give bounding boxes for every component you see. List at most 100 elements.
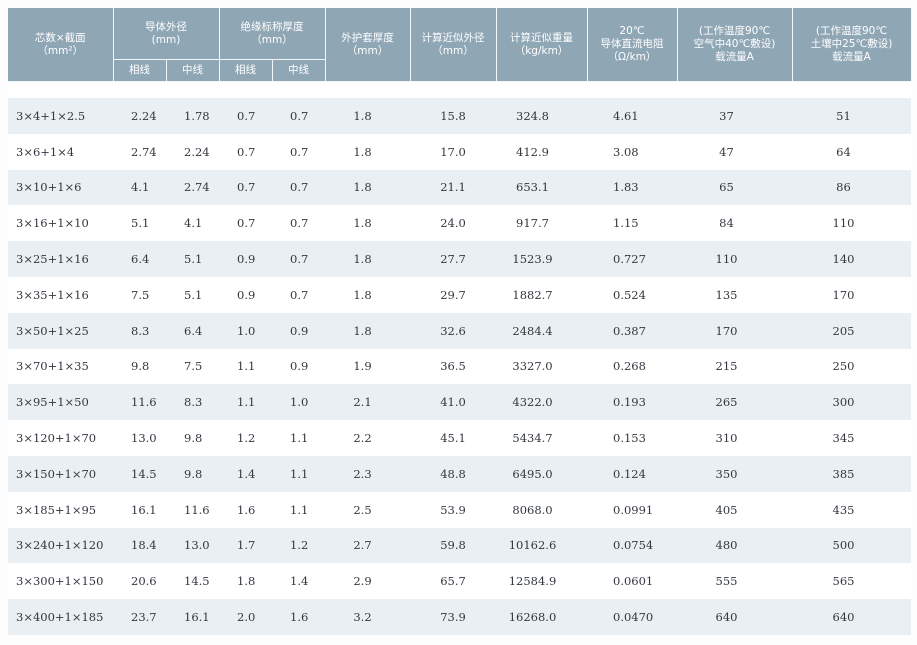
table-cell: 64 bbox=[792, 133, 911, 170]
table-cell: 653.1 bbox=[496, 169, 587, 206]
table-cell: 41.0 bbox=[410, 384, 496, 421]
table-cell: 2.24 bbox=[166, 133, 219, 170]
table-cell: 3×95+1×50 bbox=[8, 384, 113, 421]
header-conductor-neutral: 中线 bbox=[166, 59, 220, 82]
table-cell: 1.8 bbox=[325, 98, 410, 134]
table-cell: 3×35+1×16 bbox=[8, 276, 113, 313]
table-cell: 4322.0 bbox=[496, 384, 587, 421]
table-cell: 1.15 bbox=[587, 205, 677, 242]
table-cell: 11.6 bbox=[113, 384, 166, 421]
header-conductor-phase: 相线 bbox=[113, 59, 167, 82]
table-cell: 555 bbox=[677, 563, 792, 600]
table-cell: 2.1 bbox=[325, 384, 410, 421]
table-cell: 3×10+1×6 bbox=[8, 169, 113, 206]
table-cell: 8.3 bbox=[166, 384, 219, 421]
table-row: 3×70+1×35 9.8 7.5 1.1 0.9 1.9 36.5 3327.0 0.268 2… bbox=[8, 348, 911, 385]
table-cell: 640 bbox=[792, 599, 911, 635]
table-cell: 0.7 bbox=[219, 169, 272, 206]
table-cell: 16268.0 bbox=[496, 599, 587, 635]
table-cell: 1.8 bbox=[325, 276, 410, 313]
table-cell: 3×6+1×4 bbox=[8, 133, 113, 170]
table-cell: 1.7 bbox=[219, 527, 272, 564]
table-cell: 405 bbox=[677, 491, 792, 528]
table-spacer bbox=[8, 81, 911, 98]
table-cell: 10162.6 bbox=[496, 527, 587, 564]
table-cell: 0.9 bbox=[219, 241, 272, 277]
table-cell: 3×70+1×35 bbox=[8, 348, 113, 385]
table-cell: 4.1 bbox=[113, 169, 166, 206]
table-cell: 205 bbox=[792, 312, 911, 349]
table-cell: 300 bbox=[792, 384, 911, 421]
table-cell: 36.5 bbox=[410, 348, 496, 385]
table-cell: 0.7 bbox=[272, 98, 325, 134]
table-cell: 0.0601 bbox=[587, 563, 677, 600]
table-cell: 0.124 bbox=[587, 455, 677, 492]
table-cell: 1.0 bbox=[272, 384, 325, 421]
table-cell: 170 bbox=[792, 276, 911, 313]
table-cell: 2.0 bbox=[219, 599, 272, 635]
table-cell: 8.3 bbox=[113, 312, 166, 349]
table-cell: 4.1 bbox=[166, 205, 219, 242]
table-cell: 2.24 bbox=[113, 98, 166, 134]
table-row: 3×95+1×50 11.6 8.3 1.1 1.0 2.1 41.0 4322.0 0.193… bbox=[8, 384, 911, 421]
table-cell: 1.4 bbox=[219, 455, 272, 492]
table-cell: 412.9 bbox=[496, 133, 587, 170]
table-cell: 324.8 bbox=[496, 98, 587, 134]
header-insulation-phase: 相线 bbox=[219, 59, 273, 82]
table-cell: 5434.7 bbox=[496, 420, 587, 456]
table-cell: 6.4 bbox=[113, 241, 166, 277]
table-row: 3×6+1×4 2.74 2.24 0.7 0.7 1.8 17.0 412.9 3.08 47 6… bbox=[8, 133, 911, 170]
table-cell: 3×300+1×150 bbox=[8, 563, 113, 600]
table-cell: 1.6 bbox=[272, 599, 325, 635]
table-cell: 11.6 bbox=[166, 491, 219, 528]
table-cell: 250 bbox=[792, 348, 911, 385]
table-cell: 1.1 bbox=[272, 455, 325, 492]
table-cell: 1.8 bbox=[325, 133, 410, 170]
table-cell: 48.8 bbox=[410, 455, 496, 492]
table-row: 3×50+1×25 8.3 6.4 1.0 0.9 1.8 32.6 2484.4 0.387 1… bbox=[8, 312, 911, 349]
table-cell: 18.4 bbox=[113, 527, 166, 564]
table-row: 3×120+1×70 13.0 9.8 1.2 1.1 2.2 45.1 5434.7 0.15… bbox=[8, 420, 911, 456]
table-row: 3×16+1×10 5.1 4.1 0.7 0.7 1.8 24.0 917.7 1.15 84 1… bbox=[8, 205, 911, 242]
table-row: 3×400+1×185 23.7 16.1 2.0 1.6 3.2 73.9 16268.0 0… bbox=[8, 599, 911, 635]
table-cell: 480 bbox=[677, 527, 792, 564]
table-cell: 2484.4 bbox=[496, 312, 587, 349]
table-cell: 2.5 bbox=[325, 491, 410, 528]
table-cell: 65.7 bbox=[410, 563, 496, 600]
table-cell: 3×240+1×120 bbox=[8, 527, 113, 564]
table-row: 3×10+1×6 4.1 2.74 0.7 0.7 1.8 21.1 653.1 1.83 65 8… bbox=[8, 169, 911, 206]
table-cell: 3×25+1×16 bbox=[8, 241, 113, 277]
table-cell: 14.5 bbox=[113, 455, 166, 492]
header-ampacity-soil: (工作温度90℃ 土壤中25℃敷设) 载流量A bbox=[792, 8, 912, 82]
table-cell: 565 bbox=[792, 563, 911, 600]
table-cell: 9.8 bbox=[166, 455, 219, 492]
header-insulation-neutral: 中线 bbox=[272, 59, 326, 82]
table-cell: 0.7 bbox=[219, 205, 272, 242]
table-cell: 1.2 bbox=[219, 420, 272, 456]
table-cell: 1.78 bbox=[166, 98, 219, 134]
table-row: 3×150+1×70 14.5 9.8 1.4 1.1 2.3 48.8 6495.0 0.12… bbox=[8, 455, 911, 492]
table-cell: 0.7 bbox=[219, 98, 272, 134]
table-cell: 0.7 bbox=[272, 205, 325, 242]
table-cell: 32.6 bbox=[410, 312, 496, 349]
table-row: 3×185+1×95 16.1 11.6 1.6 1.1 2.5 53.9 8068.0 0.0… bbox=[8, 491, 911, 528]
table-cell: 47 bbox=[677, 133, 792, 170]
table-cell: 65 bbox=[677, 169, 792, 206]
table-cell: 14.5 bbox=[166, 563, 219, 600]
table-cell: 12584.9 bbox=[496, 563, 587, 600]
table-cell: 135 bbox=[677, 276, 792, 313]
table-cell: 53.9 bbox=[410, 491, 496, 528]
table-cell: 170 bbox=[677, 312, 792, 349]
table-cell: 2.7 bbox=[325, 527, 410, 564]
table-cell: 110 bbox=[677, 241, 792, 277]
table-cell: 3×4+1×2.5 bbox=[8, 98, 113, 134]
table-cell: 1.6 bbox=[219, 491, 272, 528]
table-cell: 37 bbox=[677, 98, 792, 134]
table-cell: 0.7 bbox=[272, 241, 325, 277]
table-cell: 0.7 bbox=[272, 276, 325, 313]
cable-spec-table: 芯数×截面 （mm²） 导体外径 (mm) 绝缘标称厚度 （mm） 外护套厚度 … bbox=[8, 8, 912, 635]
table-cell: 0.7 bbox=[272, 169, 325, 206]
table-row: 3×35+1×16 7.5 5.1 0.9 0.7 1.8 29.7 1882.7 0.524 1… bbox=[8, 276, 911, 313]
table-cell: 2.9 bbox=[325, 563, 410, 600]
table-cell: 29.7 bbox=[410, 276, 496, 313]
